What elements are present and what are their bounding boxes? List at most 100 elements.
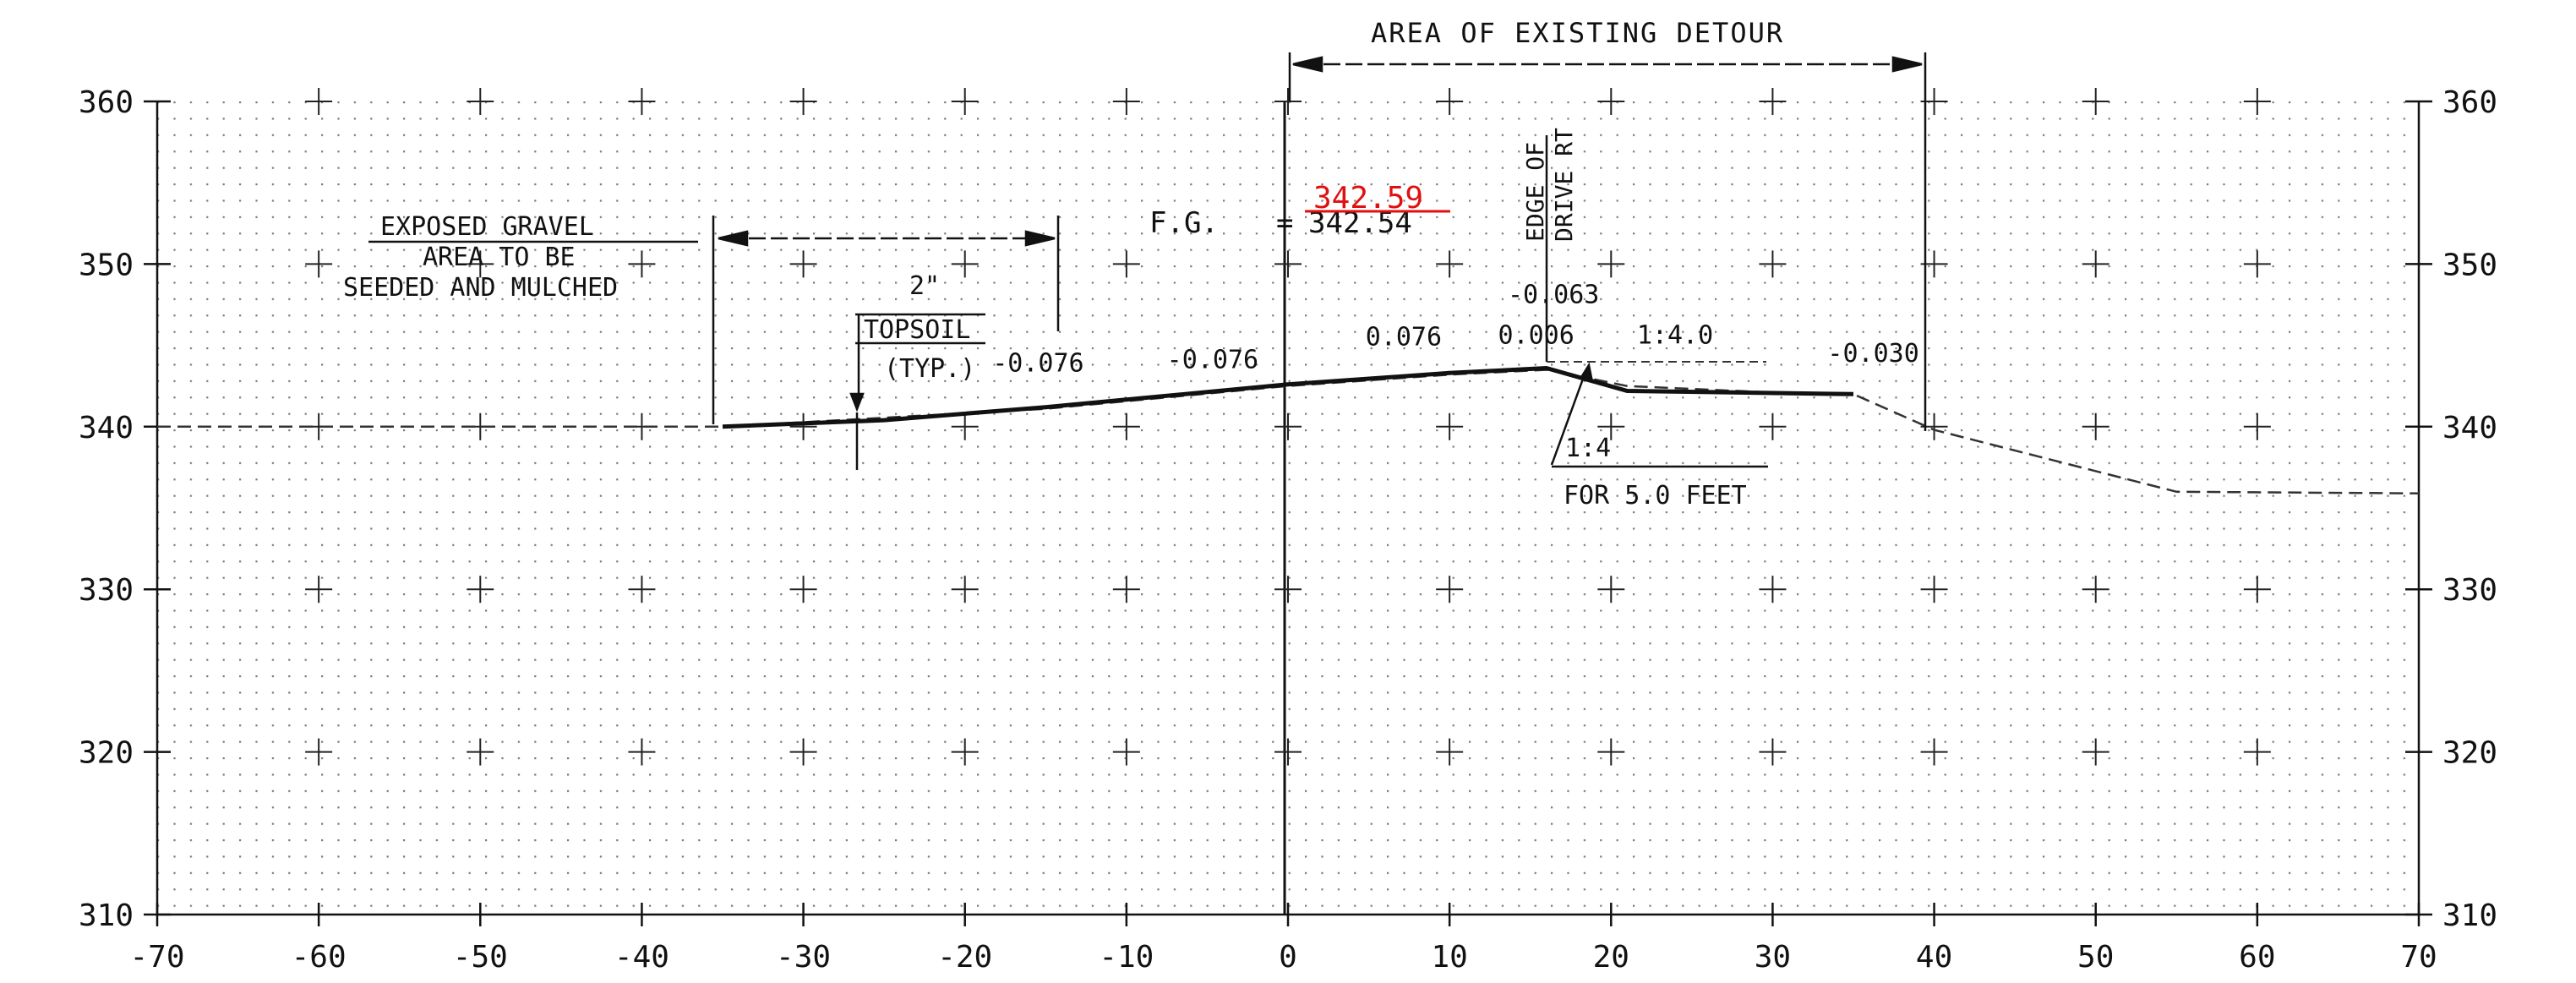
grid-cross: [789, 576, 817, 603]
grid-cross: [1112, 412, 1140, 440]
grid-cross: [1274, 576, 1302, 603]
x-tick-label: -70: [129, 940, 184, 975]
topsoil-thickness: 2": [909, 271, 940, 301]
grid-cross: [628, 576, 656, 603]
slope-label: 0.006: [1498, 321, 1574, 351]
grid-cross: [1597, 250, 1625, 278]
dotted-grid: [157, 101, 2419, 915]
grid-cross: [951, 88, 979, 115]
y-tick-label-right: 340: [2442, 411, 2497, 445]
x-tick-label: 10: [1431, 940, 1467, 975]
gravel-area-line-1: EXPOSED GRAVEL: [380, 212, 594, 242]
grid-cross: [1597, 738, 1625, 766]
x-tick-label: -10: [1099, 940, 1154, 975]
grid-cross: [305, 576, 333, 603]
y-tick-label-left: 350: [79, 248, 134, 282]
grid-cross: [951, 412, 979, 440]
grid-cross: [1759, 576, 1787, 603]
x-axis-ticks: [156, 903, 2420, 926]
topsoil-callout: [849, 313, 985, 470]
side-slope-note: FOR 5.0 FEET: [1564, 481, 1747, 511]
gravel-area-line-3: SEEDED AND MULCHED: [343, 273, 618, 303]
grid-cross: [1759, 250, 1787, 278]
x-tick-label: -60: [292, 940, 347, 975]
grid-cross: [467, 576, 494, 603]
grid-cross: [305, 88, 333, 115]
grid-cross: [1436, 88, 1464, 115]
grid-cross: [951, 250, 979, 278]
slope-label: -0.076: [992, 348, 1083, 378]
grid-cross: [467, 88, 494, 115]
grid-cross: [1759, 412, 1787, 440]
grid-cross: [1597, 412, 1625, 440]
grid-cross: [1920, 738, 1948, 766]
grid-cross: [628, 250, 656, 278]
grid-cross: [789, 412, 817, 440]
x-tick-label: 50: [2077, 940, 2114, 975]
y-tick-label-left: 320: [79, 736, 134, 771]
grid-cross: [2082, 88, 2109, 115]
grid-cross: [628, 88, 656, 115]
grid-cross: [1274, 88, 1302, 115]
grid-cross: [789, 250, 817, 278]
x-tick-label: -20: [937, 940, 992, 975]
grid-cross: [1436, 738, 1464, 766]
grid-cross: [467, 738, 494, 766]
y-tick-label-left: 360: [79, 85, 134, 120]
grid-cross: [1436, 250, 1464, 278]
grid-cross: [789, 738, 817, 766]
x-tick-label: 60: [2239, 940, 2275, 975]
grid-crosses: [305, 88, 2271, 766]
x-tick-label: 0: [1279, 940, 1297, 975]
grid-cross: [2243, 412, 2271, 440]
y-tick-label-right: 310: [2442, 898, 2497, 933]
grid-cross: [2082, 412, 2109, 440]
grid-cross: [1597, 88, 1625, 115]
slope-label: 0.076: [1366, 323, 1442, 352]
grid-cross: [2082, 576, 2109, 603]
grid-cross: [1112, 88, 1140, 115]
gravel-area-dimension: [368, 216, 1060, 424]
grid-cross: [2082, 738, 2109, 766]
x-tick-label: 40: [1916, 940, 1952, 975]
grid-cross: [1436, 576, 1464, 603]
grid-cross: [467, 250, 494, 278]
y-tick-label-left: 330: [79, 573, 134, 608]
finished-grade-revised: 342.59: [1313, 181, 1423, 216]
slope-label: -0.076: [1167, 346, 1258, 375]
x-tick-label: 70: [2400, 940, 2437, 975]
y-tick-label-right: 330: [2442, 573, 2497, 608]
slope-labels: -0.076 -0.076 0.076 0.006 -0.063 1:4.0 -0.030: [992, 281, 1919, 379]
topsoil-note: (TYP.): [884, 354, 975, 384]
grid-cross: [305, 738, 333, 766]
proposed-grade-profile: [722, 365, 1854, 429]
x-tick-label: 30: [1755, 940, 1791, 975]
slope-label: -0.063: [1508, 281, 1599, 310]
grid-cross: [1920, 576, 1948, 603]
x-tick-label: -30: [776, 940, 831, 975]
y-tick-label-left: 340: [79, 411, 134, 445]
detour-area-dimension: [1288, 52, 1927, 431]
slope-label: -0.030: [1827, 339, 1918, 369]
grid-cross: [1274, 412, 1302, 440]
y-tick-label-right: 320: [2442, 736, 2497, 771]
topsoil-label: TOPSOIL: [864, 315, 970, 345]
grid-cross: [2243, 738, 2271, 766]
y-tick-label-left: 310: [79, 898, 134, 933]
grid-cross: [2082, 250, 2109, 278]
side-slope-callout: [1550, 362, 1768, 468]
gravel-area-line-2: AREA TO BE: [423, 243, 576, 272]
y-tick-label-right: 350: [2442, 248, 2497, 282]
finished-grade-prefix: F.G.: [1149, 206, 1219, 240]
x-tick-label: -40: [614, 940, 669, 975]
y-axis-tick-labels-right: 310 320 330 340 350 360: [2442, 85, 2497, 933]
grid-cross: [951, 576, 979, 603]
grid-cross: [1112, 738, 1140, 766]
grid-cross: [1112, 576, 1140, 603]
grid-cross: [305, 250, 333, 278]
grid-cross: [1274, 738, 1302, 766]
grid-cross: [628, 738, 656, 766]
y-axis-tick-labels-left: 310 320 330 340 350 360: [79, 85, 134, 933]
y-tick-label-right: 360: [2442, 85, 2497, 120]
